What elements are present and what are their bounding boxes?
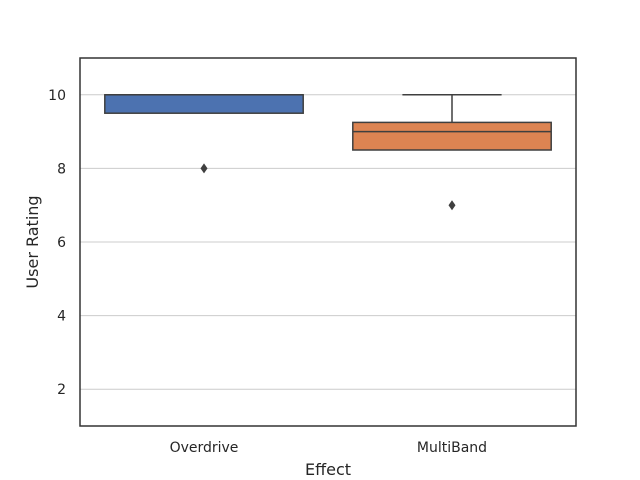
y-axis-label: User Rating — [23, 195, 42, 288]
y-tick-label: 10 — [48, 88, 66, 104]
box-iqr — [352, 121, 552, 151]
outlier-point — [448, 200, 456, 211]
y-tick-label: 4 — [57, 309, 66, 325]
box-series — [104, 94, 552, 211]
x-tick-label: Overdrive — [170, 440, 239, 456]
box-iqr — [104, 94, 304, 114]
outlier-point — [200, 163, 208, 174]
x-tick-label: MultiBand — [417, 440, 487, 456]
plot-frame — [79, 57, 577, 427]
box-multiband — [352, 94, 552, 211]
y-tick-label: 2 — [57, 382, 66, 398]
x-tick-labels: Overdrive MultiBand — [170, 440, 488, 456]
y-tick-label: 6 — [57, 235, 66, 251]
box-overdrive — [104, 94, 304, 174]
y-tick-label: 8 — [57, 161, 66, 177]
y-tick-labels: 2 4 6 8 10 — [48, 88, 66, 398]
x-axis-label: Effect — [305, 460, 351, 479]
